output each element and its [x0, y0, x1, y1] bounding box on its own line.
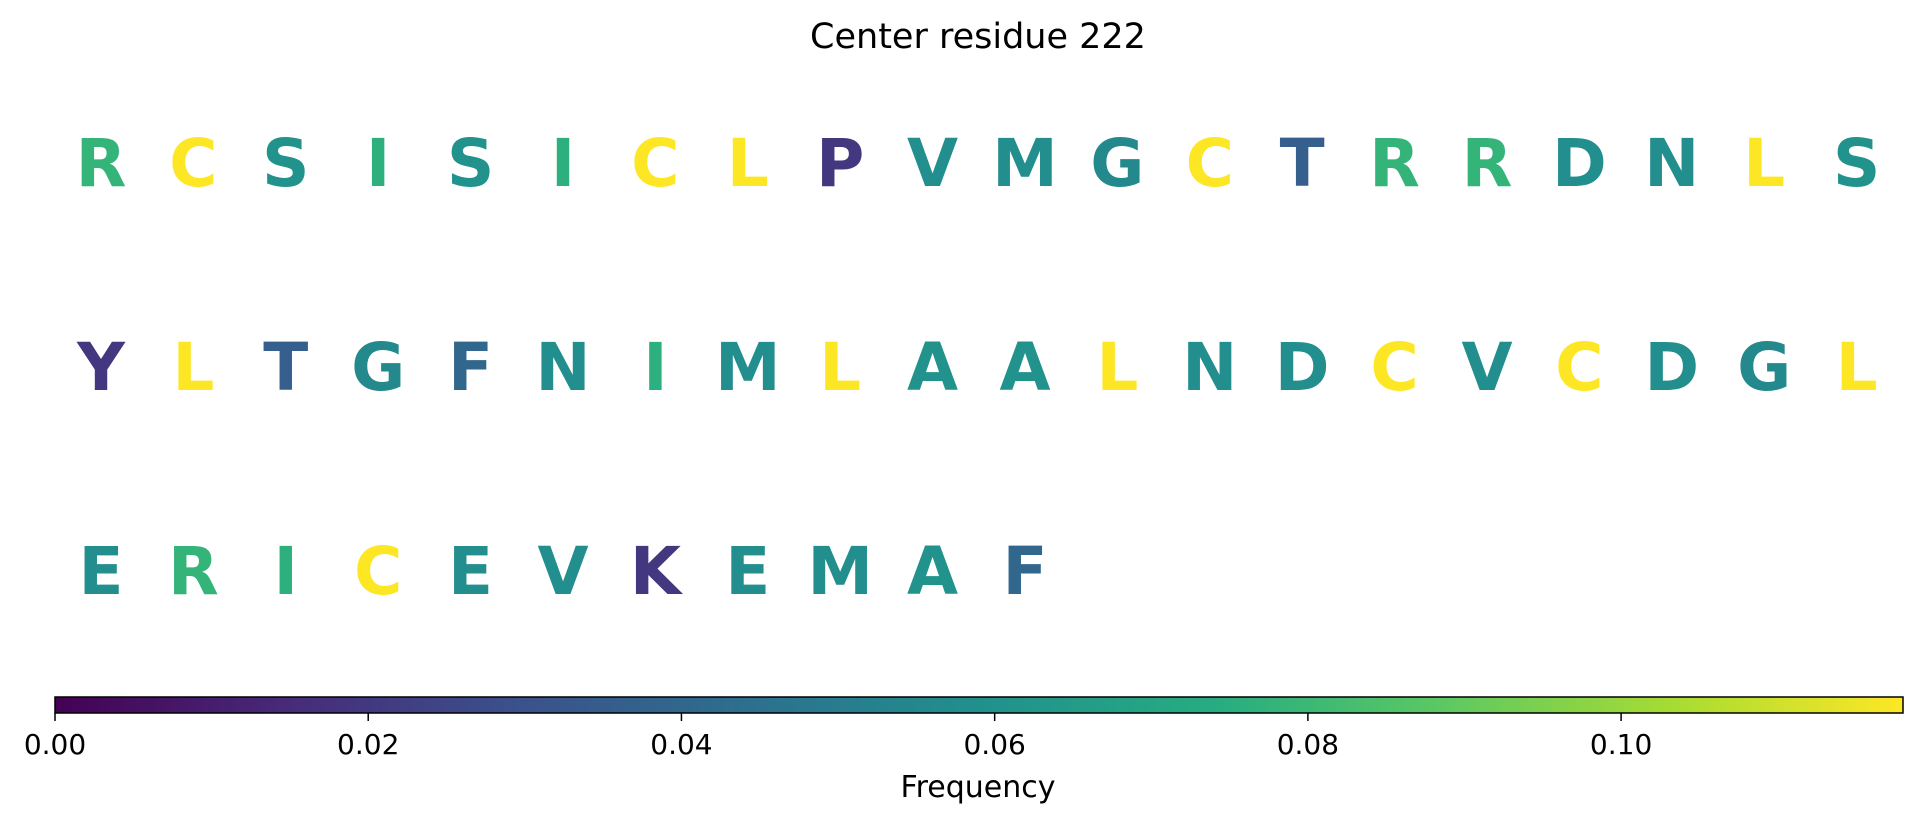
residue-letter: Y: [76, 329, 126, 406]
residue-letter: R: [1369, 125, 1420, 202]
residue-letter: I: [643, 329, 668, 406]
residue-letter: P: [816, 125, 864, 202]
residue-letter: M: [992, 125, 1058, 202]
residue-letter: T: [1280, 125, 1325, 202]
residue-letter: C: [1370, 329, 1418, 406]
residue-letter: R: [1462, 125, 1513, 202]
residue-letter: L: [1096, 329, 1138, 406]
residue-letter: C: [1186, 125, 1234, 202]
residue-letter: D: [1552, 125, 1607, 202]
colorbar-tick-label: 0.02: [337, 728, 399, 761]
residue-letter: N: [1182, 329, 1237, 406]
chart-title: Center residue 222: [810, 17, 1146, 57]
residue-letter: T: [263, 329, 308, 406]
residue-letter: A: [907, 533, 958, 610]
residue-letter: V: [1461, 329, 1512, 406]
residue-letter: I: [551, 125, 576, 202]
residue-letter: L: [727, 125, 769, 202]
colorbar-tick-label: 0.08: [1277, 728, 1339, 761]
colorbar-label: Frequency: [901, 770, 1056, 805]
residue-letter: L: [172, 329, 214, 406]
residue-letter: A: [999, 329, 1050, 406]
residue-letter: I: [274, 533, 299, 610]
residue-letter: C: [169, 125, 217, 202]
residue-letter: N: [535, 329, 590, 406]
residue-letter: C: [1555, 329, 1603, 406]
residue-grid: R C S I S I C L P V M G C T R R D N L SY L T G F N I M L A A L N D C V C D G L…: [76, 125, 1881, 610]
residue-letter: G: [1090, 125, 1144, 202]
residue-letter: E: [448, 533, 493, 610]
residue-letter: F: [1002, 533, 1047, 610]
residue-letter: S: [1833, 125, 1881, 202]
residue-letter: N: [1644, 125, 1699, 202]
residue-letter: S: [262, 125, 310, 202]
colorbar-tick-label: 0.06: [963, 728, 1025, 761]
residue-letter: R: [76, 125, 127, 202]
residue-letter: D: [1644, 329, 1699, 406]
residue-letter: D: [1275, 329, 1330, 406]
colorbar-tick-label: 0.00: [24, 728, 86, 761]
residue-letter: L: [1836, 329, 1878, 406]
residue-letter: C: [354, 533, 402, 610]
residue-letter: L: [819, 329, 861, 406]
residue-letter: F: [448, 329, 493, 406]
residue-letter: I: [366, 125, 391, 202]
residue-letter: G: [1737, 329, 1791, 406]
residue-letter: R: [168, 533, 219, 610]
residue-letter: E: [78, 533, 123, 610]
colorbar-gradient: [54, 696, 1904, 714]
residue-letter: L: [1743, 125, 1785, 202]
residue-letter: E: [725, 533, 770, 610]
colorbar-tick-label: 0.10: [1590, 728, 1652, 761]
residue-letter: A: [907, 329, 958, 406]
residue-letter: M: [715, 329, 781, 406]
residue-letter: V: [907, 125, 958, 202]
colorbar-ticks: 0.00 0.02 0.04 0.06 0.08 0.10: [24, 713, 1652, 761]
colorbar-tick-label: 0.04: [650, 728, 712, 761]
colorbar: 0.00 0.02 0.04 0.06 0.08 0.10 Frequency: [24, 696, 1904, 805]
residue-letter: C: [631, 125, 679, 202]
residue-letter: M: [807, 533, 873, 610]
residue-letter: S: [447, 125, 495, 202]
residue-letter: V: [537, 533, 588, 610]
residue-letter: G: [351, 329, 405, 406]
residue-letter: K: [630, 533, 684, 610]
